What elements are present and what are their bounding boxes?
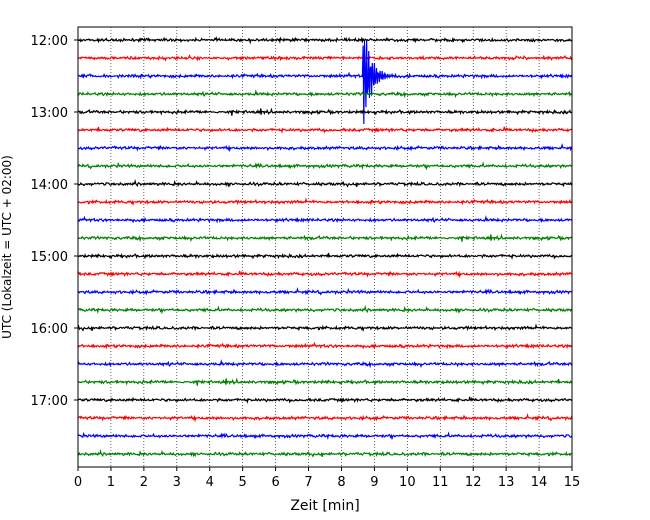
grid-lines: [110, 27, 540, 467]
y-axis-label: UTC (Lokalzeit = UTC + 02:00): [0, 155, 14, 339]
y-tick-label-14:00: 14:00: [31, 178, 68, 193]
y-tick-label-13:00: 13:00: [31, 106, 68, 121]
y-tick-label-17:00: 17:00: [31, 394, 68, 409]
trace-13:45: [77, 161, 573, 171]
trace-13:30: [77, 142, 573, 153]
trace-16:15: [77, 341, 573, 350]
x-tick-label-0: 0: [74, 475, 82, 490]
trace-17:30: [77, 431, 573, 441]
x-tick-label-13: 13: [498, 475, 515, 490]
trace-17:15: [77, 412, 573, 423]
trace-15:30: [77, 286, 573, 296]
trace-16:30: [77, 358, 573, 369]
trace-12:45: [77, 88, 573, 99]
y-tick-label-12:00: 12:00: [31, 34, 68, 49]
x-tick-label-1: 1: [107, 475, 115, 490]
trace-12:00: [77, 36, 573, 45]
x-axis: 0 1 2 3 4 5 6 7 8 9 10 11 12 13 14 15: [74, 467, 580, 490]
trace-12:30: [77, 40, 573, 125]
y-tick-label-16:00: 16:00: [31, 322, 68, 337]
x-tick-label-11: 11: [432, 475, 449, 490]
trace-15:45: [77, 304, 573, 315]
trace-12:15: [77, 53, 573, 62]
x-tick-label-2: 2: [140, 475, 148, 490]
trace-15:15: [77, 270, 573, 279]
trace-17:00: [77, 396, 573, 404]
trace-16:45: [77, 377, 573, 386]
plot-frame: [77, 26, 573, 468]
trace-14:15: [77, 197, 573, 207]
x-tick-label-3: 3: [173, 475, 181, 490]
trace-14:00: [77, 178, 573, 188]
trace-16:00: [77, 323, 573, 333]
trace-15:00: [77, 252, 573, 260]
y-axis: 12:00 13:00 14:00 15:00 16:00 17:00: [31, 34, 78, 409]
seismic-traces: [77, 36, 573, 458]
x-axis-label: Zeit [min]: [290, 498, 359, 514]
x-tick-label-10: 10: [399, 475, 416, 490]
trace-13:15: [77, 126, 573, 134]
x-tick-label-6: 6: [271, 475, 279, 490]
y-tick-label-15:00: 15:00: [31, 250, 68, 265]
x-tick-label-5: 5: [239, 475, 247, 490]
x-tick-label-9: 9: [370, 475, 378, 490]
x-tick-label-4: 4: [206, 475, 214, 490]
trace-14:45: [77, 233, 573, 243]
trace-14:30: [77, 214, 573, 224]
trace-13:00: [78, 107, 573, 116]
x-tick-label-14: 14: [531, 475, 548, 490]
x-tick-label-15: 15: [564, 475, 581, 490]
x-tick-label-12: 12: [465, 475, 482, 490]
trace-17:45: [77, 448, 573, 458]
x-tick-label-8: 8: [337, 475, 345, 490]
x-tick-label-7: 7: [304, 475, 312, 490]
